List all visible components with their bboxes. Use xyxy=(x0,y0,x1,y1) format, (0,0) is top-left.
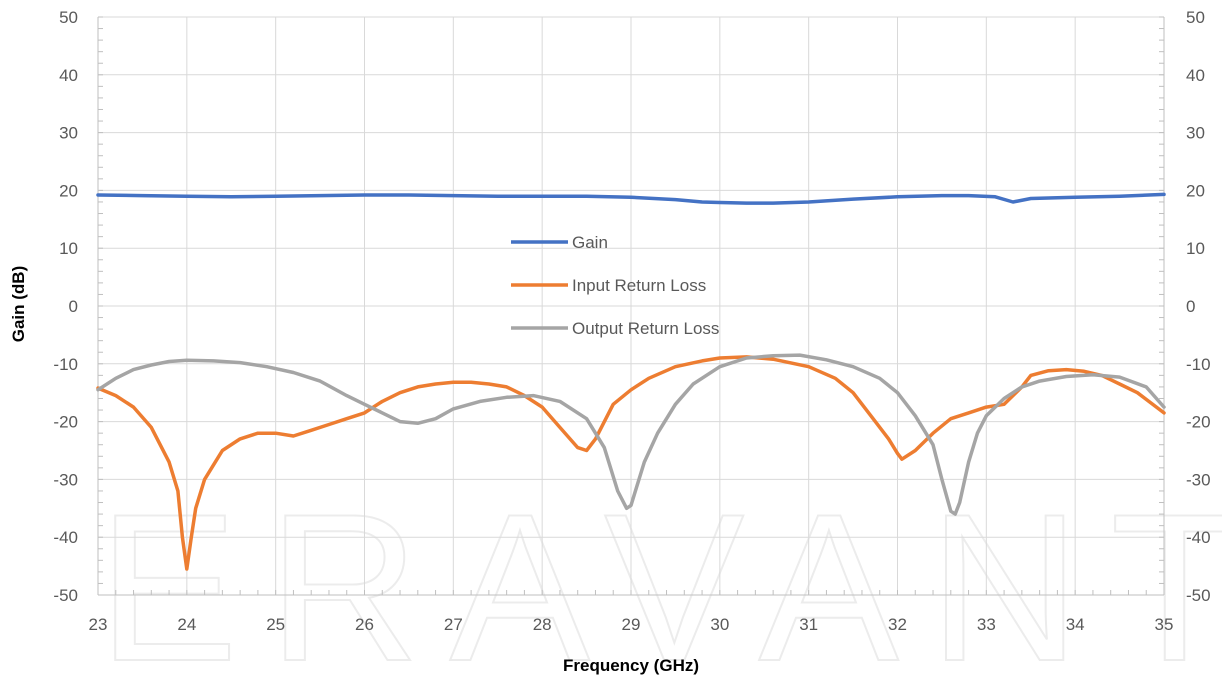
x-tick-label: 29 xyxy=(622,615,641,634)
x-tick-label: 23 xyxy=(89,615,108,634)
axes: 23 24 25 26 27 28 29 30 31 32 33 34 35 50 40 30 20 10 0 -10… xyxy=(53,8,1210,634)
x-tick-label: 25 xyxy=(266,615,285,634)
y-tick-label-left: -50 xyxy=(53,586,78,605)
series-line-input-return-loss xyxy=(96,355,1166,571)
y-tick-label-right: 40 xyxy=(1186,66,1205,85)
legend-label: Input Return Loss xyxy=(572,276,706,295)
x-tick-label: 31 xyxy=(799,615,818,634)
series-line-output-return-loss xyxy=(96,353,1166,516)
y-tick-label-left: 20 xyxy=(59,181,78,200)
y-tick-label-right: 10 xyxy=(1186,239,1205,258)
x-tick-label: 34 xyxy=(1066,615,1085,634)
y-tick-label-left: 40 xyxy=(59,66,78,85)
x-tick-label: 35 xyxy=(1155,615,1174,634)
x-tick-label: 24 xyxy=(177,615,196,634)
y-axis-title: Gain (dB) xyxy=(9,266,28,343)
y-tick-label-right: 50 xyxy=(1186,8,1205,27)
x-tick-label: 30 xyxy=(710,615,729,634)
legend-label: Gain xyxy=(572,233,608,252)
series-line-gain xyxy=(96,192,1166,205)
legend-label: Output Return Loss xyxy=(572,319,719,338)
y-tick-label-left: 30 xyxy=(59,124,78,143)
y-tick-label-right: -20 xyxy=(1186,413,1211,432)
y-tick-label-right: -10 xyxy=(1186,355,1211,374)
series-lines xyxy=(96,192,1166,571)
y-tick-label-right: -30 xyxy=(1186,470,1211,489)
y-tick-label-right: 30 xyxy=(1186,124,1205,143)
y-tick-label-left: -10 xyxy=(53,355,78,374)
y-tick-label-left: 10 xyxy=(59,239,78,258)
y-tick-label-right: 20 xyxy=(1186,181,1205,200)
y-tick-label-right: -50 xyxy=(1186,586,1211,605)
x-tick-label: 28 xyxy=(533,615,552,634)
x-tick-label: 26 xyxy=(355,615,374,634)
y-tick-label-left: 50 xyxy=(59,8,78,27)
y-tick-label-right: 0 xyxy=(1186,297,1195,316)
x-tick-label: 27 xyxy=(444,615,463,634)
y-tick-label-left: -40 xyxy=(53,528,78,547)
legend: Gain Input Return Loss Output Return Loss xyxy=(511,233,719,338)
x-tick-label: 33 xyxy=(977,615,996,634)
x-tick-label: 32 xyxy=(888,615,907,634)
y-tick-label-right: -40 xyxy=(1186,528,1211,547)
watermark: ERAVANT xyxy=(98,470,1222,681)
x-axis-title: Frequency (GHz) xyxy=(563,656,699,675)
y-tick-label-left: -20 xyxy=(53,413,78,432)
y-tick-label-left: -30 xyxy=(53,470,78,489)
y-tick-label-left: 0 xyxy=(69,297,78,316)
